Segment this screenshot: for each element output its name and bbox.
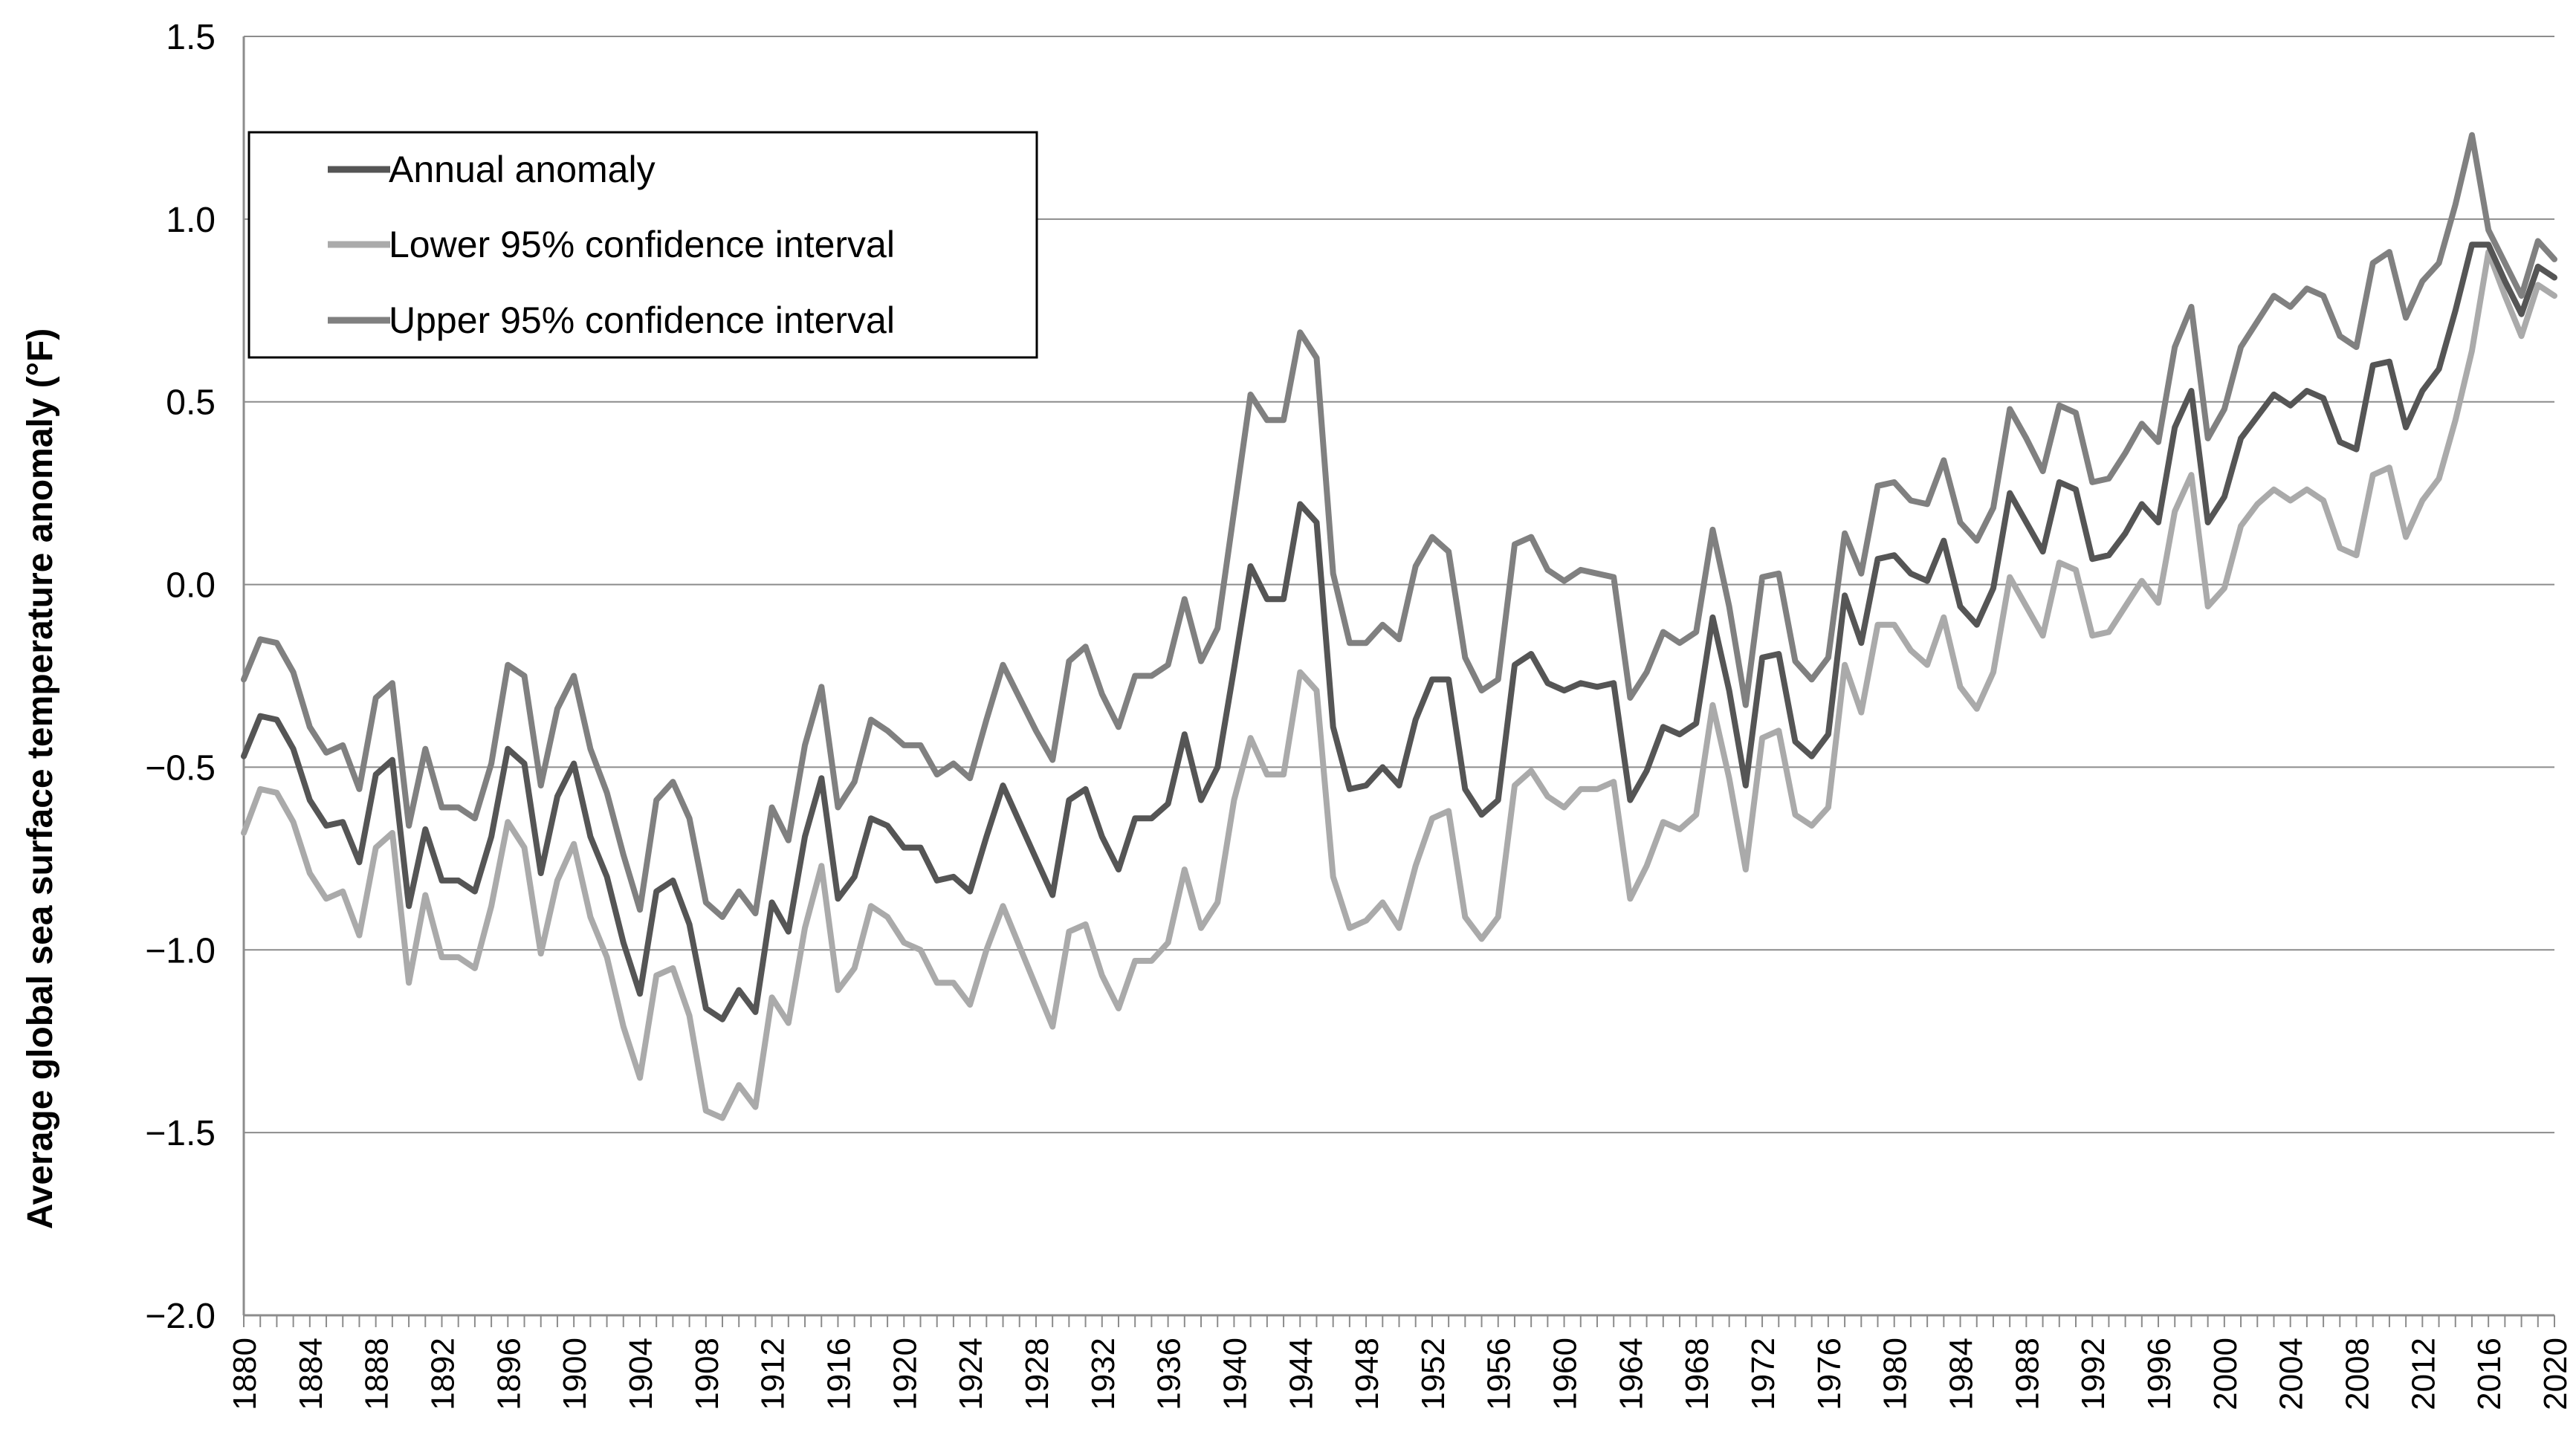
x-tick-label: 1936 <box>1151 1338 1188 1410</box>
x-tick-label: 1972 <box>1745 1338 1781 1410</box>
x-tick-label: 1932 <box>1085 1338 1122 1410</box>
x-tick-label: 1956 <box>1481 1338 1518 1410</box>
x-tick-label: 1988 <box>2009 1338 2045 1410</box>
x-tick-label: 1904 <box>623 1338 659 1410</box>
x-tick-label: 1948 <box>1349 1338 1385 1410</box>
x-tick-label: 1976 <box>1811 1338 1848 1410</box>
legend: Annual anomaly Lower 95% confidence inte… <box>247 131 1038 359</box>
y-tick-label: −1.5 <box>145 1114 216 1153</box>
x-tick-label: 1984 <box>1944 1338 1980 1410</box>
x-tick-label: 1908 <box>689 1338 725 1410</box>
x-tick-label: 1916 <box>821 1338 857 1410</box>
series-line-upper-95-confidence-interval <box>241 132 2557 920</box>
x-tick-label: 2004 <box>2274 1338 2310 1410</box>
x-tick-label: 2020 <box>2537 1338 2574 1410</box>
x-tick-label: 1912 <box>755 1338 792 1410</box>
series-line-lower-95-confidence-interval <box>241 249 2557 1121</box>
x-tick-label: 1900 <box>557 1338 593 1410</box>
x-tick-label: 1928 <box>1019 1338 1055 1410</box>
x-tick-label: 1960 <box>1547 1338 1584 1410</box>
x-tick-label: 2016 <box>2471 1338 2508 1410</box>
series-line-annual-anomaly <box>241 242 2557 1023</box>
x-tick-label: 1968 <box>1679 1338 1715 1410</box>
legend-label-lower-ci: Lower 95% confidence interval <box>389 224 895 265</box>
x-tick-label: 2012 <box>2405 1338 2441 1410</box>
x-tick-label: 1980 <box>1877 1338 1914 1410</box>
y-tick-label: −0.5 <box>145 748 216 788</box>
x-tick-label: 1880 <box>227 1338 263 1410</box>
x-tick-label: 1992 <box>2075 1338 2111 1410</box>
x-tick-label: 1924 <box>953 1338 989 1410</box>
x-tick-label: 1892 <box>424 1338 461 1410</box>
y-tick-label: −1.0 <box>145 931 216 970</box>
x-tick-label: 1952 <box>1415 1338 1452 1410</box>
x-tick-label: 2008 <box>2340 1338 2376 1410</box>
x-tick-label: 1996 <box>2141 1338 2178 1410</box>
y-axis-label: Average global sea surface temperature a… <box>21 328 60 1230</box>
y-tick-label: 0.0 <box>166 566 216 606</box>
y-tick-label: 1.5 <box>166 18 216 57</box>
x-tick-label: 1896 <box>491 1338 527 1410</box>
legend-label-annual-anomaly: Annual anomaly <box>389 149 656 190</box>
legend-label-upper-ci: Upper 95% confidence interval <box>389 299 895 341</box>
x-tick-label: 1940 <box>1217 1338 1253 1410</box>
y-tick-label: −2.0 <box>145 1297 216 1336</box>
x-tick-label: 1944 <box>1283 1338 1319 1410</box>
x-tick-label: 1884 <box>293 1338 329 1410</box>
x-tick-label: 1964 <box>1613 1338 1649 1410</box>
series-lines <box>241 132 2557 1121</box>
x-tick-label: 2000 <box>2207 1338 2244 1410</box>
x-tick-label: 1920 <box>887 1338 923 1410</box>
x-tick-label: 1888 <box>359 1338 395 1410</box>
y-tick-label: 0.5 <box>166 383 216 423</box>
axes: 1.5 1.0 0.5 0.0 −0.5 −1.0 −1.5 −2.0 1880 1884 1888… <box>145 18 2574 1410</box>
y-tick-label: 1.0 <box>166 201 216 240</box>
